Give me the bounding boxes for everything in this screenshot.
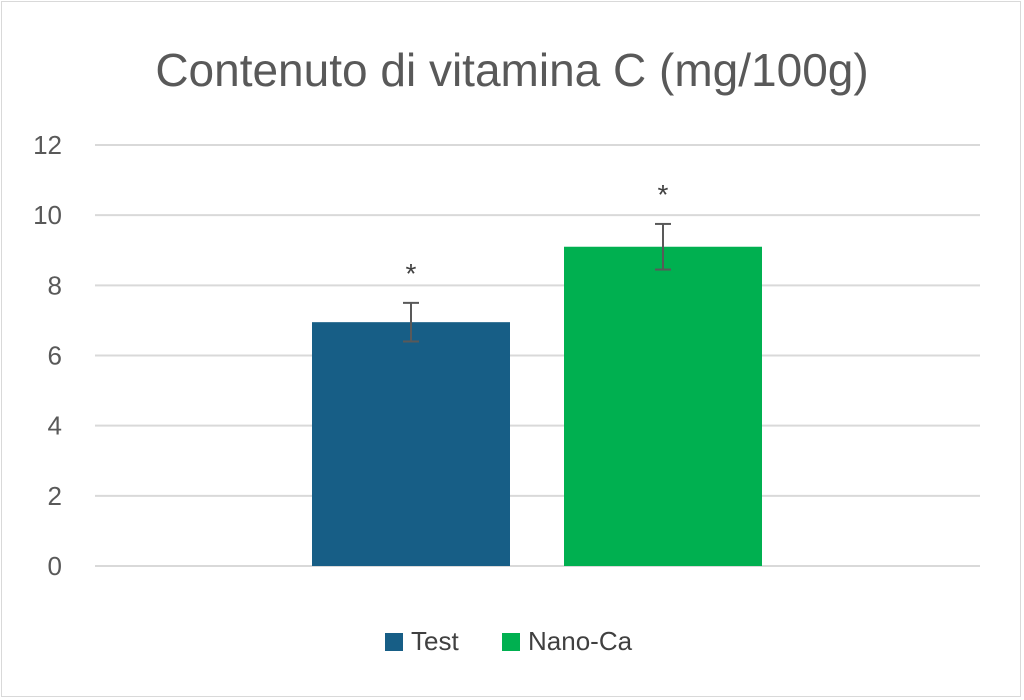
y-tick-label: 6 — [48, 341, 62, 371]
legend-label: Test — [411, 626, 459, 656]
legend-swatch — [385, 633, 403, 651]
bar-test — [312, 322, 510, 566]
y-tick-label: 2 — [48, 481, 62, 511]
legend-item-test: Test — [385, 626, 459, 656]
bar-nano-ca — [564, 246, 762, 566]
significance-star: * — [406, 258, 417, 289]
error-bars — [403, 222, 671, 343]
error-bar-nano-ca — [655, 222, 671, 271]
significance-annotations: ** — [406, 179, 669, 289]
legend-label: Nano-Ca — [528, 626, 633, 656]
significance-star: * — [658, 179, 669, 210]
legend-swatch — [502, 633, 520, 651]
legend: Test Nano-Ca — [385, 626, 633, 656]
gridlines — [95, 144, 980, 567]
y-tick-label: 0 — [48, 551, 62, 581]
chart-title: Contenuto di vitamina C (mg/100g) — [155, 44, 868, 96]
y-tick-label: 10 — [33, 200, 62, 230]
y-tick-label: 4 — [48, 411, 62, 441]
error-bar-test — [403, 301, 419, 343]
legend-item-nano-ca: Nano-Ca — [502, 626, 633, 656]
y-axis-ticks: 0 2 4 6 8 10 12 — [33, 130, 62, 581]
y-tick-label: 12 — [33, 130, 62, 160]
y-tick-label: 8 — [48, 270, 62, 300]
bars — [312, 246, 762, 566]
